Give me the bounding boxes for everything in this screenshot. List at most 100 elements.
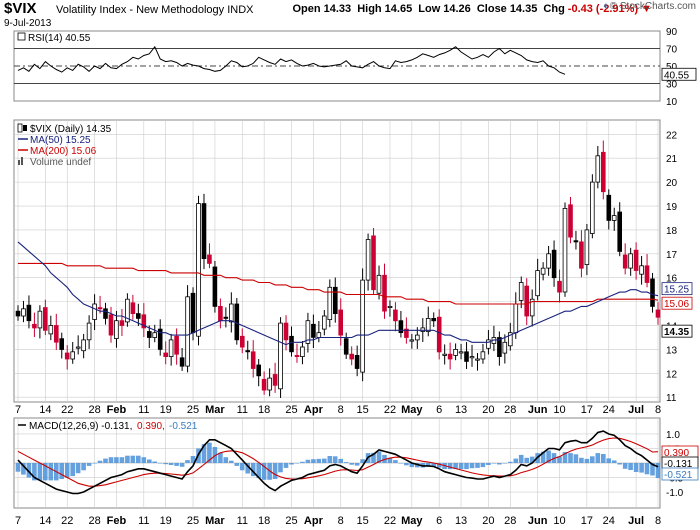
price-legend-entry: $VIX (Daily) 14.35: [30, 124, 112, 135]
stockcharts-credit[interactable]: ◐© StockCharts.com: [603, 0, 696, 12]
macd-legend-entry: MACD(12,26,9) -0.131,: [29, 421, 132, 432]
credit-text: © StockCharts.com: [609, 1, 696, 12]
x-tick-label: 8: [655, 404, 661, 416]
macd-histogram-bar: [322, 458, 327, 463]
macd-histogram-bar: [338, 458, 343, 463]
macd-histogram-bar: [573, 454, 579, 463]
macd-histogram-bar: [436, 463, 442, 468]
price-candle: [557, 280, 562, 293]
macd-histogram-bar: [469, 463, 475, 469]
price-candle: [398, 320, 404, 334]
macd-histogram-bar: [393, 460, 398, 463]
macd-histogram-bar: [311, 459, 316, 463]
x-tick-label: 6: [436, 515, 442, 527]
x-tick-label: 14: [39, 404, 51, 416]
price-candle: [272, 374, 278, 386]
macd-histogram-bar: [190, 456, 196, 463]
price-candle: [278, 322, 283, 390]
x-tick-label: 19: [160, 404, 172, 416]
price-candle: [507, 332, 513, 347]
price-candle: [622, 254, 628, 269]
open-value: 14.33: [323, 3, 352, 15]
x-tick-label: Apr: [304, 515, 324, 527]
low-label: Low: [418, 3, 441, 15]
price-candle: [633, 249, 639, 271]
macd-histogram-bar: [185, 460, 190, 463]
macd-histogram-bar: [458, 463, 464, 470]
macd-histogram-bar: [376, 451, 382, 463]
price-tick-label: 18: [666, 226, 678, 237]
macd-histogram-bar: [234, 463, 240, 466]
price-candle: [464, 351, 469, 362]
price-panel: 22212019181716151413121115.2515.0614.35$…: [13, 119, 693, 404]
macd-histogram-bar: [179, 463, 185, 467]
x-tick-label: May: [401, 404, 423, 416]
ohlc-readout: Open 14.33 High 14.65 Low 14.26 Close 14.35 …: [289, 3, 652, 15]
price-tick-label: 20: [666, 178, 678, 189]
x-tick-label: Apr: [304, 404, 324, 416]
rsi-tick-label: 70: [666, 45, 678, 56]
price-candle: [376, 274, 382, 294]
macd-histogram-bar: [387, 457, 393, 463]
price-tick-label: 11: [666, 393, 677, 404]
x-tick-label: 15: [356, 404, 368, 416]
macd-histogram-bar: [37, 463, 43, 481]
macd-histogram-bar: [212, 447, 218, 463]
price-candle: [502, 341, 508, 354]
bars-icon: [18, 160, 20, 165]
macd-histogram-bar: [475, 463, 480, 468]
macd-histogram-bar: [272, 463, 278, 479]
macd-histogram-bar: [486, 463, 491, 465]
price-candle: [332, 286, 338, 314]
price-candle: [21, 308, 26, 317]
macd-histogram-bar: [611, 460, 617, 463]
macd-histogram-bar: [114, 457, 119, 463]
price-candle: [256, 364, 261, 377]
price-last-value-box: [661, 282, 693, 296]
macd-histogram-bar: [157, 463, 163, 464]
macd-histogram-bar: [130, 455, 136, 463]
macd-histogram-bar: [606, 458, 611, 463]
x-tick-label: 22: [384, 515, 396, 527]
price-candle: [201, 203, 207, 260]
macd-histogram-bar: [141, 457, 147, 463]
macd-legend-entry: 0.390,: [137, 421, 165, 432]
rsi-tick-label: 50: [666, 62, 678, 73]
price-candle: [529, 298, 535, 317]
price-last-value: 14.35: [664, 327, 689, 338]
price-candle: [75, 346, 81, 349]
price-candle: [480, 351, 486, 360]
x-tick-label: Feb: [107, 404, 127, 416]
price-candle: [223, 316, 229, 319]
price-candle: [650, 278, 655, 307]
macd-histogram-bar: [108, 457, 114, 463]
macd-histogram-bar: [218, 452, 223, 463]
x-tick-label: 7: [15, 515, 21, 527]
chg-value: -0.43 (-2.91%): [567, 3, 639, 15]
macd-histogram-bar: [201, 444, 207, 463]
x-tick-label: 13: [455, 515, 467, 527]
price-candle: [103, 308, 108, 319]
price-candle: [196, 203, 201, 337]
price-candle: [513, 303, 519, 334]
price-candle: [535, 270, 540, 297]
x-tick-label: 28: [504, 515, 516, 527]
macd-histogram-bar: [425, 463, 431, 467]
price-candle: [48, 325, 54, 335]
price-candle: [590, 181, 595, 234]
price-candle: [119, 320, 125, 326]
macd-histogram-bar: [524, 457, 529, 463]
macd-histogram-bar: [152, 461, 157, 463]
price-candle: [617, 211, 622, 252]
bars-icon: [21, 157, 23, 165]
price-candle: [32, 323, 37, 329]
price-candle: [469, 356, 475, 359]
price-candle: [179, 357, 185, 367]
rsi-tick-label: 30: [666, 80, 678, 91]
macd-histogram-bar: [97, 460, 103, 463]
price-candle: [447, 353, 453, 360]
price-candle: [644, 265, 650, 283]
x-tick-label: 11: [237, 515, 248, 527]
price-candle: [458, 351, 464, 354]
x-tick-label: 8: [338, 515, 344, 527]
